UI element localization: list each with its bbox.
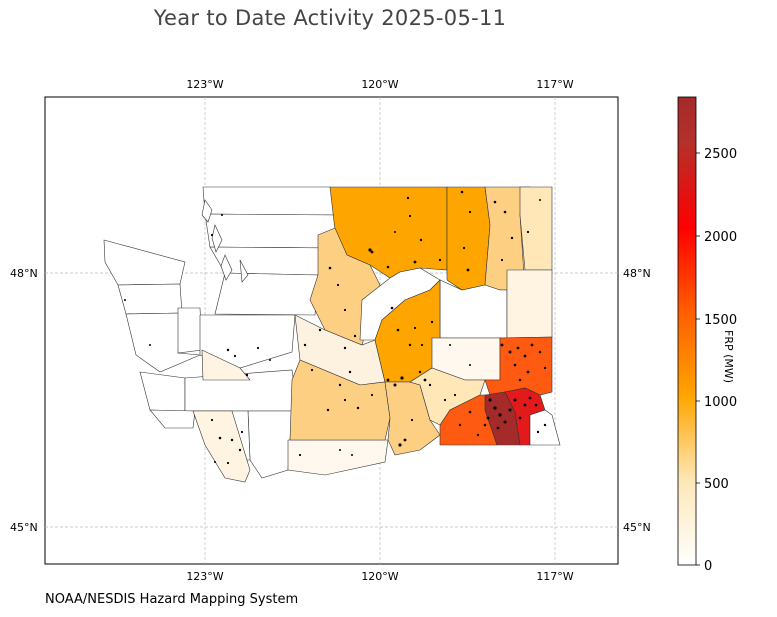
lon-label-top-117: 117°W (536, 78, 573, 91)
colorbar-tick-1000: 1000 (704, 395, 737, 410)
source-credit: NOAA/NESDIS Hazard Mapping System (45, 592, 299, 607)
colorbar-tick-2000: 2000 (704, 230, 737, 245)
lon-label-top-123: 123°W (186, 78, 223, 91)
lon-label-bottom-120: 120°W (361, 570, 398, 583)
colorbar-tick-0: 0 (704, 559, 712, 574)
lon-labels-top: 123°W 120°W 117°W (186, 78, 573, 91)
counties (103, 186, 561, 483)
colorbar-tick-2500: 2500 (704, 147, 737, 162)
fire-detections (124, 190, 547, 465)
lat-label-right-48: 48°N (623, 267, 651, 280)
islands (201, 199, 249, 283)
colorbar-tick-labels: 0 500 1000 1500 2000 2500 (704, 147, 737, 574)
map-title: Year to Date Activity 2025-05-11 (153, 6, 507, 30)
county-yakima (289, 359, 391, 441)
county-lincoln (439, 279, 508, 339)
lat-labels: 48°N 45°N 48°N 45°N (10, 267, 651, 534)
lon-label-bottom-117: 117°W (536, 570, 573, 583)
county-asotin (529, 409, 561, 446)
lat-label-left-48: 48°N (10, 267, 38, 280)
county-king (214, 272, 319, 316)
county-whatcom (202, 186, 339, 216)
county-wahkiakum (149, 409, 196, 429)
county-clark (192, 410, 251, 483)
county-pend-oreille (519, 186, 553, 271)
lat-label-right-45: 45°N (623, 521, 651, 534)
county-ferry (446, 186, 491, 291)
colorbar-tick-1500: 1500 (704, 313, 737, 328)
county-spokane (506, 269, 553, 339)
colorbar-label: FRP (MW) (722, 330, 735, 384)
county-pierce (199, 314, 296, 369)
lon-labels-bottom: 123°W 120°W 117°W (186, 570, 573, 583)
county-thurston (201, 349, 251, 381)
county-jefferson (117, 283, 183, 315)
lon-label-bottom-123: 123°W (186, 570, 223, 583)
county-mason (177, 307, 203, 354)
colorbar (677, 96, 697, 566)
colorbar-tick-500: 500 (704, 477, 729, 492)
colorbar-ticks (696, 152, 700, 566)
lon-label-top-120: 120°W (361, 78, 398, 91)
lat-label-left-45: 45°N (10, 521, 38, 534)
